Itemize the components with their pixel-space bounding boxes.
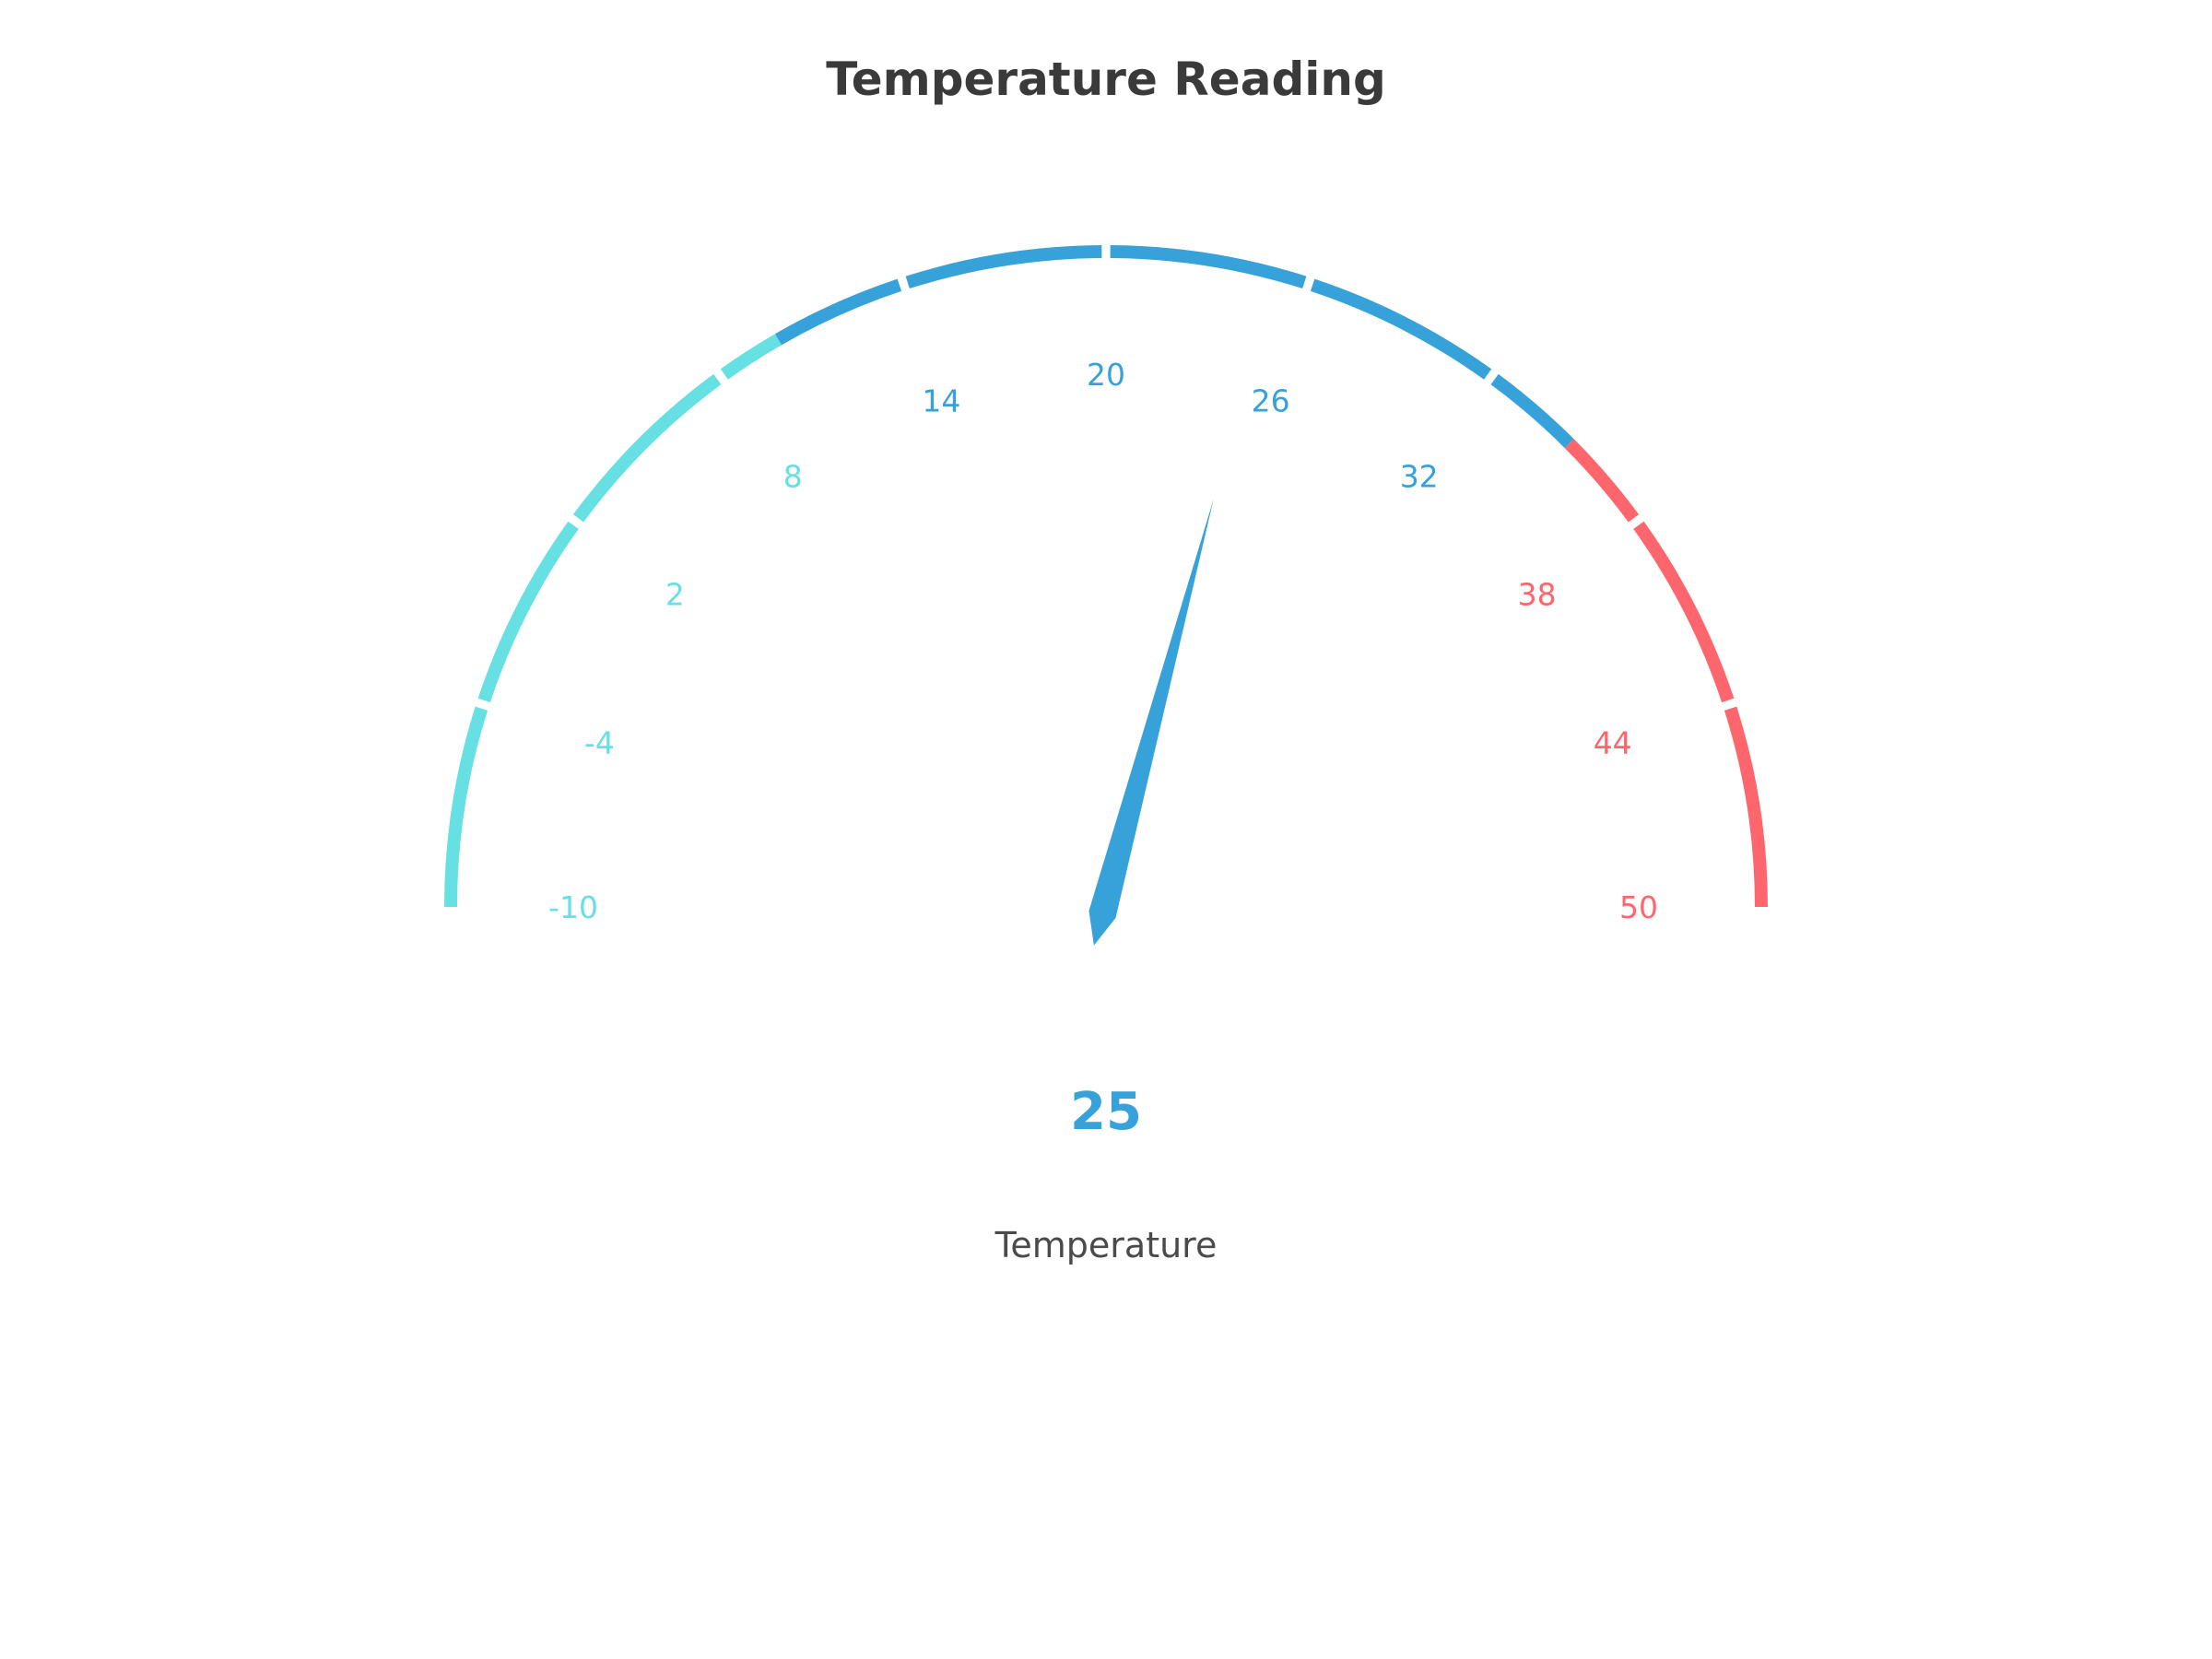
gauge-axis-segment [1564,439,1640,523]
gauge-value: 25 [1070,1082,1142,1142]
gauge-axis-segment [477,521,579,703]
chart-title: Temperature Reading [826,53,1386,106]
gauge-axis-segment [905,245,1102,289]
gauge-axis-segment [1724,706,1768,908]
gauge-tick-label: -10 [548,889,598,925]
gauge-axis [444,245,1768,908]
gauge-tick-label: 20 [1087,357,1125,393]
gauge-tick-label: -4 [584,724,615,760]
gauge-needle [1088,498,1214,946]
gauge-tick-label: 50 [1619,889,1658,925]
gauge-axis-segment [1633,521,1735,703]
gauge-axis-segment [1310,278,1492,380]
gauge-axis-segment [444,706,488,908]
series-name: Temperature [994,1225,1218,1265]
gauge-tick-label: 44 [1594,724,1632,760]
gauge-tick-label: 26 [1252,382,1290,418]
gauge-tick-labels: -10 -4 2 8 14 20 26 32 38 44 50 [548,357,1658,925]
gauge-tick-label: 8 [783,458,803,494]
gauge-axis-segment [1110,245,1307,289]
gauge-tick-label: 2 [665,576,685,612]
gauge-pointer [1088,498,1214,946]
gauge-tick-label: 38 [1518,576,1557,612]
gauge-axis-segment [1490,373,1574,449]
gauge-axis-segment [572,373,722,523]
gauge-tick-label: 32 [1400,458,1439,494]
gauge-tick-label: 14 [922,382,960,418]
gauge-axis-segment [720,334,782,380]
gauge-axis-segment [775,278,902,346]
